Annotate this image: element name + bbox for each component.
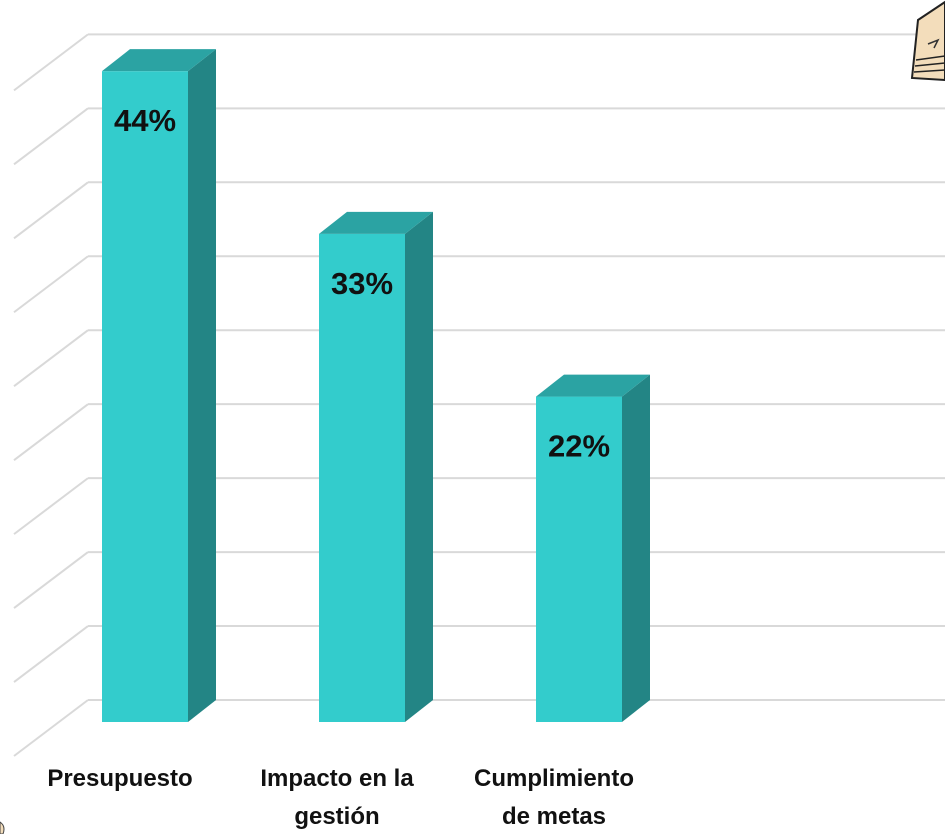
gridline-depth bbox=[13, 255, 89, 314]
gridline-depth bbox=[13, 699, 89, 757]
data-labels: 44% 33% 22% bbox=[114, 103, 610, 463]
gridline-depth bbox=[13, 181, 89, 240]
category-labels: Presupuesto Impacto en la gestión Cumplimie… bbox=[47, 765, 634, 830]
category-label: Presupuesto bbox=[47, 765, 192, 792]
gridline-depth bbox=[13, 625, 89, 683]
gridline-depth bbox=[13, 477, 89, 535]
gridline-depth bbox=[13, 403, 89, 461]
bar-front bbox=[536, 396, 622, 722]
category-label: Impacto en la gestión bbox=[260, 765, 414, 830]
corner-mark-icon bbox=[0, 821, 5, 834]
gridline-depth bbox=[13, 551, 89, 609]
gridline-depth bbox=[13, 107, 89, 166]
bar-top bbox=[536, 374, 650, 397]
data-label: 44% bbox=[114, 103, 176, 138]
bar-front bbox=[319, 233, 405, 722]
bar-top bbox=[319, 211, 433, 234]
bar-side bbox=[405, 211, 433, 722]
gridline-depth bbox=[13, 33, 89, 92]
bar-side bbox=[622, 374, 650, 722]
bars bbox=[102, 49, 650, 722]
data-label: 22% bbox=[548, 429, 610, 464]
data-label: 33% bbox=[331, 266, 393, 301]
paper-stack-clipart-icon bbox=[910, 0, 945, 82]
bar-front bbox=[102, 71, 188, 722]
bar-top bbox=[102, 49, 216, 72]
gridline-depth bbox=[13, 329, 89, 388]
gridlines bbox=[13, 33, 945, 757]
category-label: Cumplimiento de metas bbox=[474, 765, 634, 830]
bar-side bbox=[188, 49, 216, 722]
